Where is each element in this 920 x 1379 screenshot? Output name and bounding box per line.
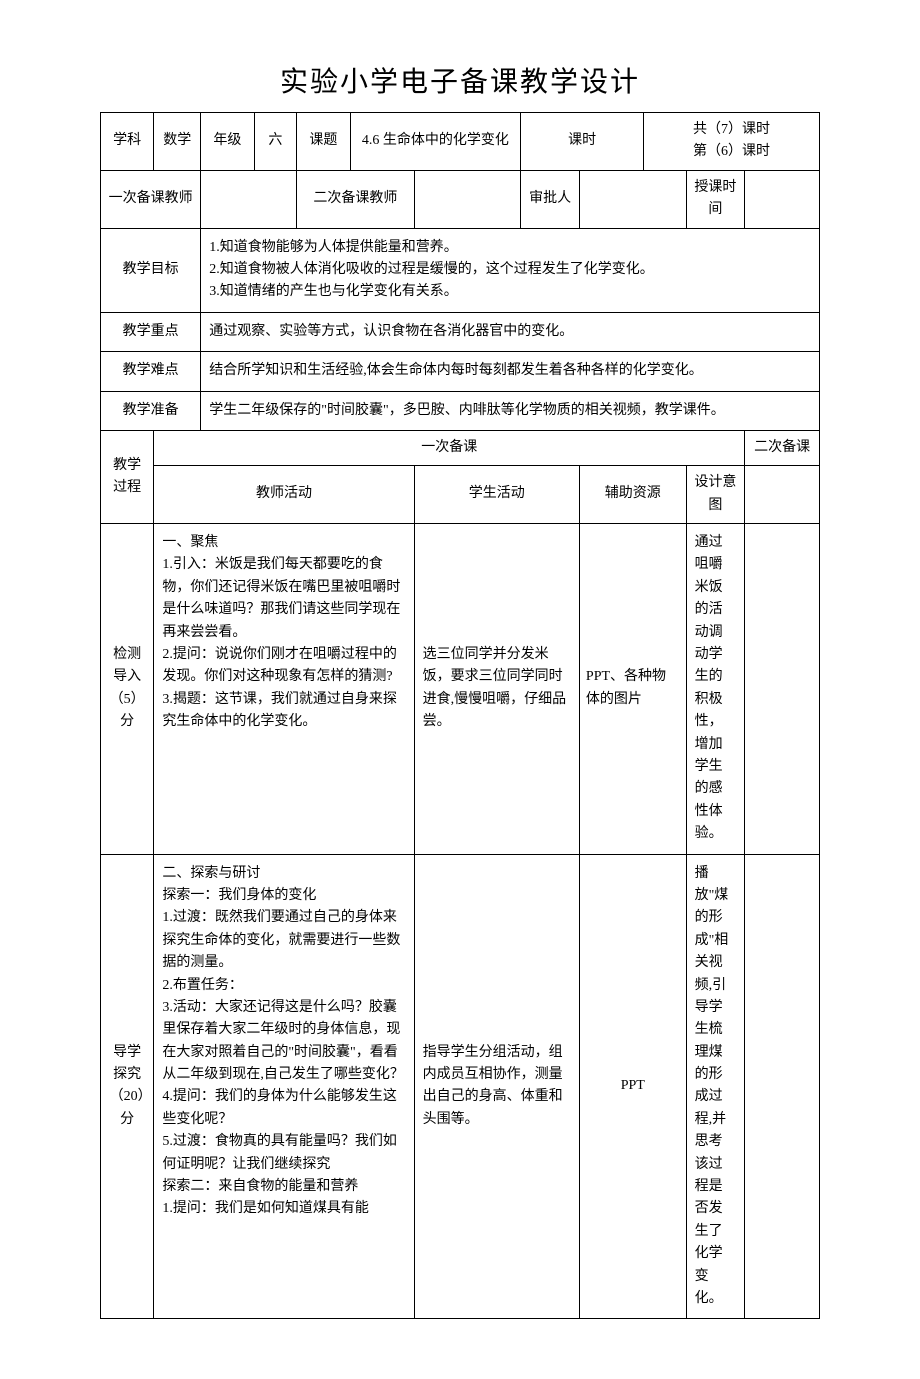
- period-label: 课时: [521, 113, 644, 171]
- col-teacher: 教师活动: [154, 466, 414, 524]
- stage-0-resource: PPT、各种物体的图片: [579, 524, 686, 854]
- process-label: 教学过程: [101, 430, 154, 523]
- stage-0-label: 检测导入（5）分: [101, 524, 154, 854]
- teach-time-value: [745, 170, 820, 228]
- col-student: 学生活动: [414, 466, 579, 524]
- topic-value: 4.6 生命体中的化学变化: [350, 113, 521, 171]
- col-resource: 辅助资源: [579, 466, 686, 524]
- objectives-label: 教学目标: [101, 228, 201, 312]
- first-teacher-label: 一次备课教师: [101, 170, 201, 228]
- stage-1-student: 指导学生分组活动，组内成员互相协作，测量出自己的身高、体重和头围等。: [414, 854, 579, 1319]
- subject-label: 学科: [101, 113, 154, 171]
- stage-1-label: 导学探究（20）分: [101, 854, 154, 1319]
- lesson-plan-table: 学科 数学 年级 六 课题 4.6 生命体中的化学变化 课时 共（7）课时 第（…: [100, 112, 820, 1319]
- teach-time-label: 授课时间: [686, 170, 745, 228]
- second-teacher-label: 二次备课教师: [297, 170, 414, 228]
- topic-label: 课题: [297, 113, 350, 171]
- stage-1-second: [745, 854, 820, 1319]
- grade-label: 年级: [201, 113, 254, 171]
- subject-value: 数学: [154, 113, 201, 171]
- approver-label: 审批人: [521, 170, 580, 228]
- period-line2: 第（6）课时: [693, 144, 770, 159]
- stage-0-second: [745, 524, 820, 854]
- stage-0-teacher: 一、聚焦 1.引入：米饭是我们每天都要吃的食物，你们还记得米饭在嘴巴里被咀嚼时是…: [154, 524, 414, 854]
- stage-1-teacher: 二、探索与研讨 探索一：我们身体的变化 1.过渡：既然我们要通过自己的身体来探究…: [154, 854, 414, 1319]
- grade-value: 六: [254, 113, 297, 171]
- col-intent: 设计意图: [686, 466, 745, 524]
- stage-0-intent: 通过咀嚼米饭的活动调动学生的积极性，增加学生的感性体验。: [686, 524, 745, 854]
- stage-1-resource: PPT: [579, 854, 686, 1319]
- page-title: 实验小学电子备课教学设计: [100, 60, 820, 100]
- second-prep-header: 二次备课: [745, 430, 820, 465]
- keypoint-content: 通过观察、实验等方式，认识食物在各消化器官中的变化。: [201, 312, 820, 351]
- preparation-content: 学生二年级保存的"时间胶囊"，多巴胺、内啡肽等化学物质的相关视频，教学课件。: [201, 391, 820, 430]
- stage-0-student: 选三位同学并分发米饭，要求三位同学同时进食,慢慢咀嚼，仔细品尝。: [414, 524, 579, 854]
- objectives-content: 1.知道食物能够为人体提供能量和营养。 2.知道食物被人体消化吸收的过程是缓慢的…: [201, 228, 820, 312]
- col-second-prep-blank: [745, 466, 820, 524]
- stage-1-intent: 播放"煤的形成"相关视频,引导学生梳理煤的形成过程,并思考该过程是否发生了化学变…: [686, 854, 745, 1319]
- period-line1: 共（7）课时: [693, 122, 770, 137]
- period-value: 共（7）课时 第（6）课时: [643, 113, 819, 171]
- difficulty-content: 结合所学知识和生活经验,体会生命体内每时每刻都发生着各种各样的化学变化。: [201, 352, 820, 391]
- preparation-label: 教学准备: [101, 391, 201, 430]
- second-teacher-value: [414, 170, 521, 228]
- difficulty-label: 教学难点: [101, 352, 201, 391]
- approver-value: [579, 170, 686, 228]
- keypoint-label: 教学重点: [101, 312, 201, 351]
- first-teacher-value: [201, 170, 297, 228]
- first-prep-header: 一次备课: [154, 430, 745, 465]
